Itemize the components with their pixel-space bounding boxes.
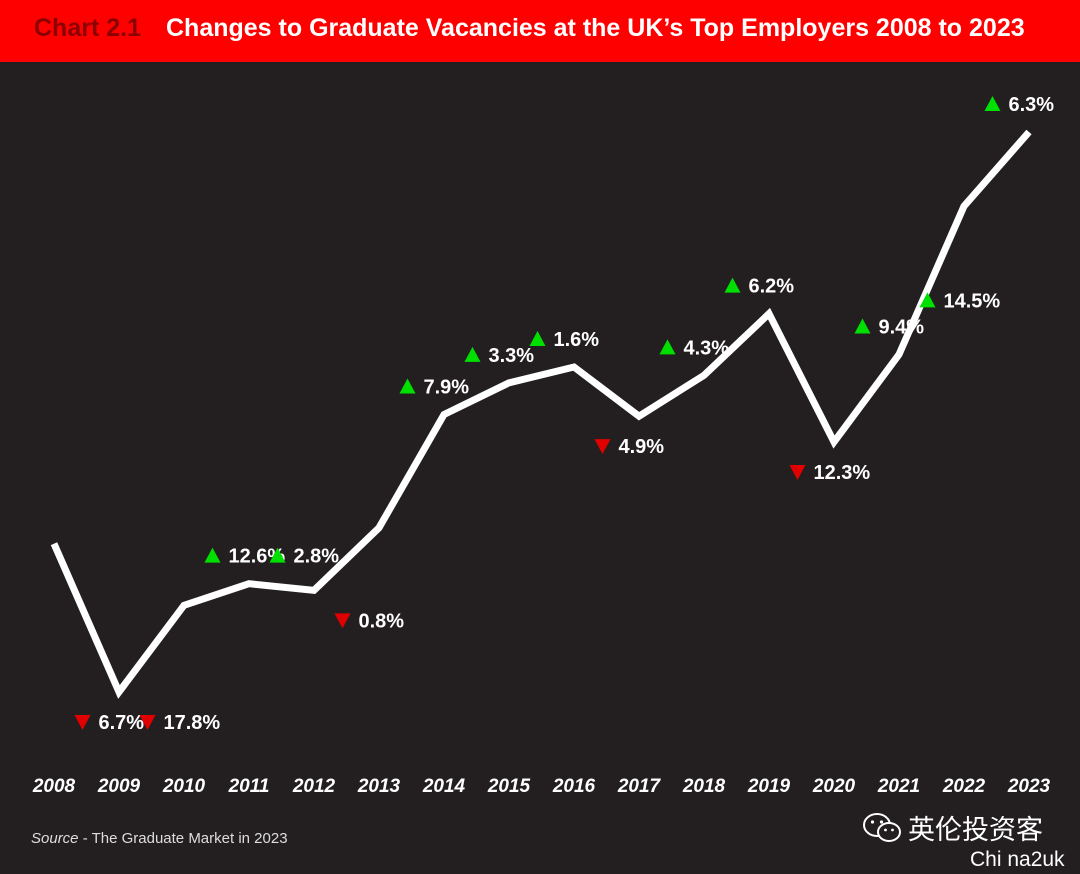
x-tick-label: 2016 bbox=[552, 776, 596, 797]
up-arrow-icon bbox=[204, 547, 221, 563]
change-label: 6.2% bbox=[749, 276, 795, 298]
x-tick-label: 2017 bbox=[617, 776, 662, 797]
down-arrow-icon bbox=[594, 439, 611, 455]
watermark-credit: Chi na2uk bbox=[970, 848, 1065, 871]
change-label: 6.7% bbox=[99, 712, 145, 734]
chart-title: Changes to Graduate Vacancies at the UK’… bbox=[166, 14, 1025, 42]
x-tick-label: 2015 bbox=[487, 776, 531, 797]
x-tick-label: 2012 bbox=[292, 776, 336, 797]
up-arrow-icon bbox=[984, 96, 1001, 111]
change-label: 3.3% bbox=[489, 345, 535, 367]
change-label: 14.5% bbox=[944, 290, 1001, 312]
change-label: 7.9% bbox=[424, 377, 470, 399]
change-label: 1.6% bbox=[554, 329, 600, 351]
wechat-icon bbox=[863, 812, 901, 842]
up-arrow-icon bbox=[854, 318, 871, 334]
chart-number: Chart 2.1 bbox=[34, 14, 141, 42]
change-label: 4.9% bbox=[619, 436, 665, 458]
x-tick-label: 2019 bbox=[747, 776, 791, 797]
x-tick-label: 2010 bbox=[162, 776, 206, 797]
change-label: 0.8% bbox=[359, 610, 405, 632]
watermark: 英伦投资客 bbox=[862, 808, 1043, 847]
up-arrow-icon bbox=[724, 277, 741, 293]
change-label: 2.8% bbox=[294, 546, 340, 568]
x-tick-label: 2008 bbox=[32, 776, 76, 797]
x-tick-label: 2011 bbox=[228, 776, 270, 797]
x-tick-label: 2013 bbox=[357, 776, 401, 797]
up-arrow-icon bbox=[399, 378, 416, 394]
change-label: 4.3% bbox=[684, 337, 730, 359]
watermark-text: 英伦投资客 bbox=[908, 815, 1043, 845]
source-label: Source bbox=[31, 830, 79, 847]
change-label: 12.3% bbox=[814, 462, 871, 484]
x-tick-label: 2018 bbox=[682, 776, 726, 797]
up-arrow-icon bbox=[269, 547, 286, 563]
x-tick-label: 2022 bbox=[942, 776, 986, 797]
x-tick-label: 2020 bbox=[812, 776, 856, 797]
down-arrow-icon bbox=[74, 715, 91, 730]
change-label: 17.8% bbox=[164, 712, 221, 734]
x-tick-label: 2009 bbox=[97, 776, 141, 797]
down-arrow-icon bbox=[139, 715, 156, 730]
change-label: 9.4% bbox=[879, 317, 925, 339]
source-note: Source - The Graduate Market in 2023 bbox=[31, 830, 288, 847]
up-arrow-icon bbox=[919, 292, 936, 308]
x-tick-label: 2021 bbox=[877, 776, 920, 797]
up-arrow-icon bbox=[529, 331, 546, 346]
up-arrow-icon bbox=[659, 339, 676, 355]
series-line bbox=[50, 129, 1032, 699]
down-arrow-icon bbox=[789, 465, 806, 480]
x-tick-label: 2014 bbox=[422, 776, 466, 797]
x-tick-label: 2023 bbox=[1007, 776, 1051, 797]
up-arrow-icon bbox=[464, 346, 481, 362]
down-arrow-icon bbox=[334, 613, 351, 629]
chart-header: Chart 2.1 Changes to Graduate Vacancies … bbox=[0, 0, 1080, 62]
change-label: 6.3% bbox=[1009, 94, 1055, 116]
source-text: - The Graduate Market in 2023 bbox=[78, 830, 288, 847]
